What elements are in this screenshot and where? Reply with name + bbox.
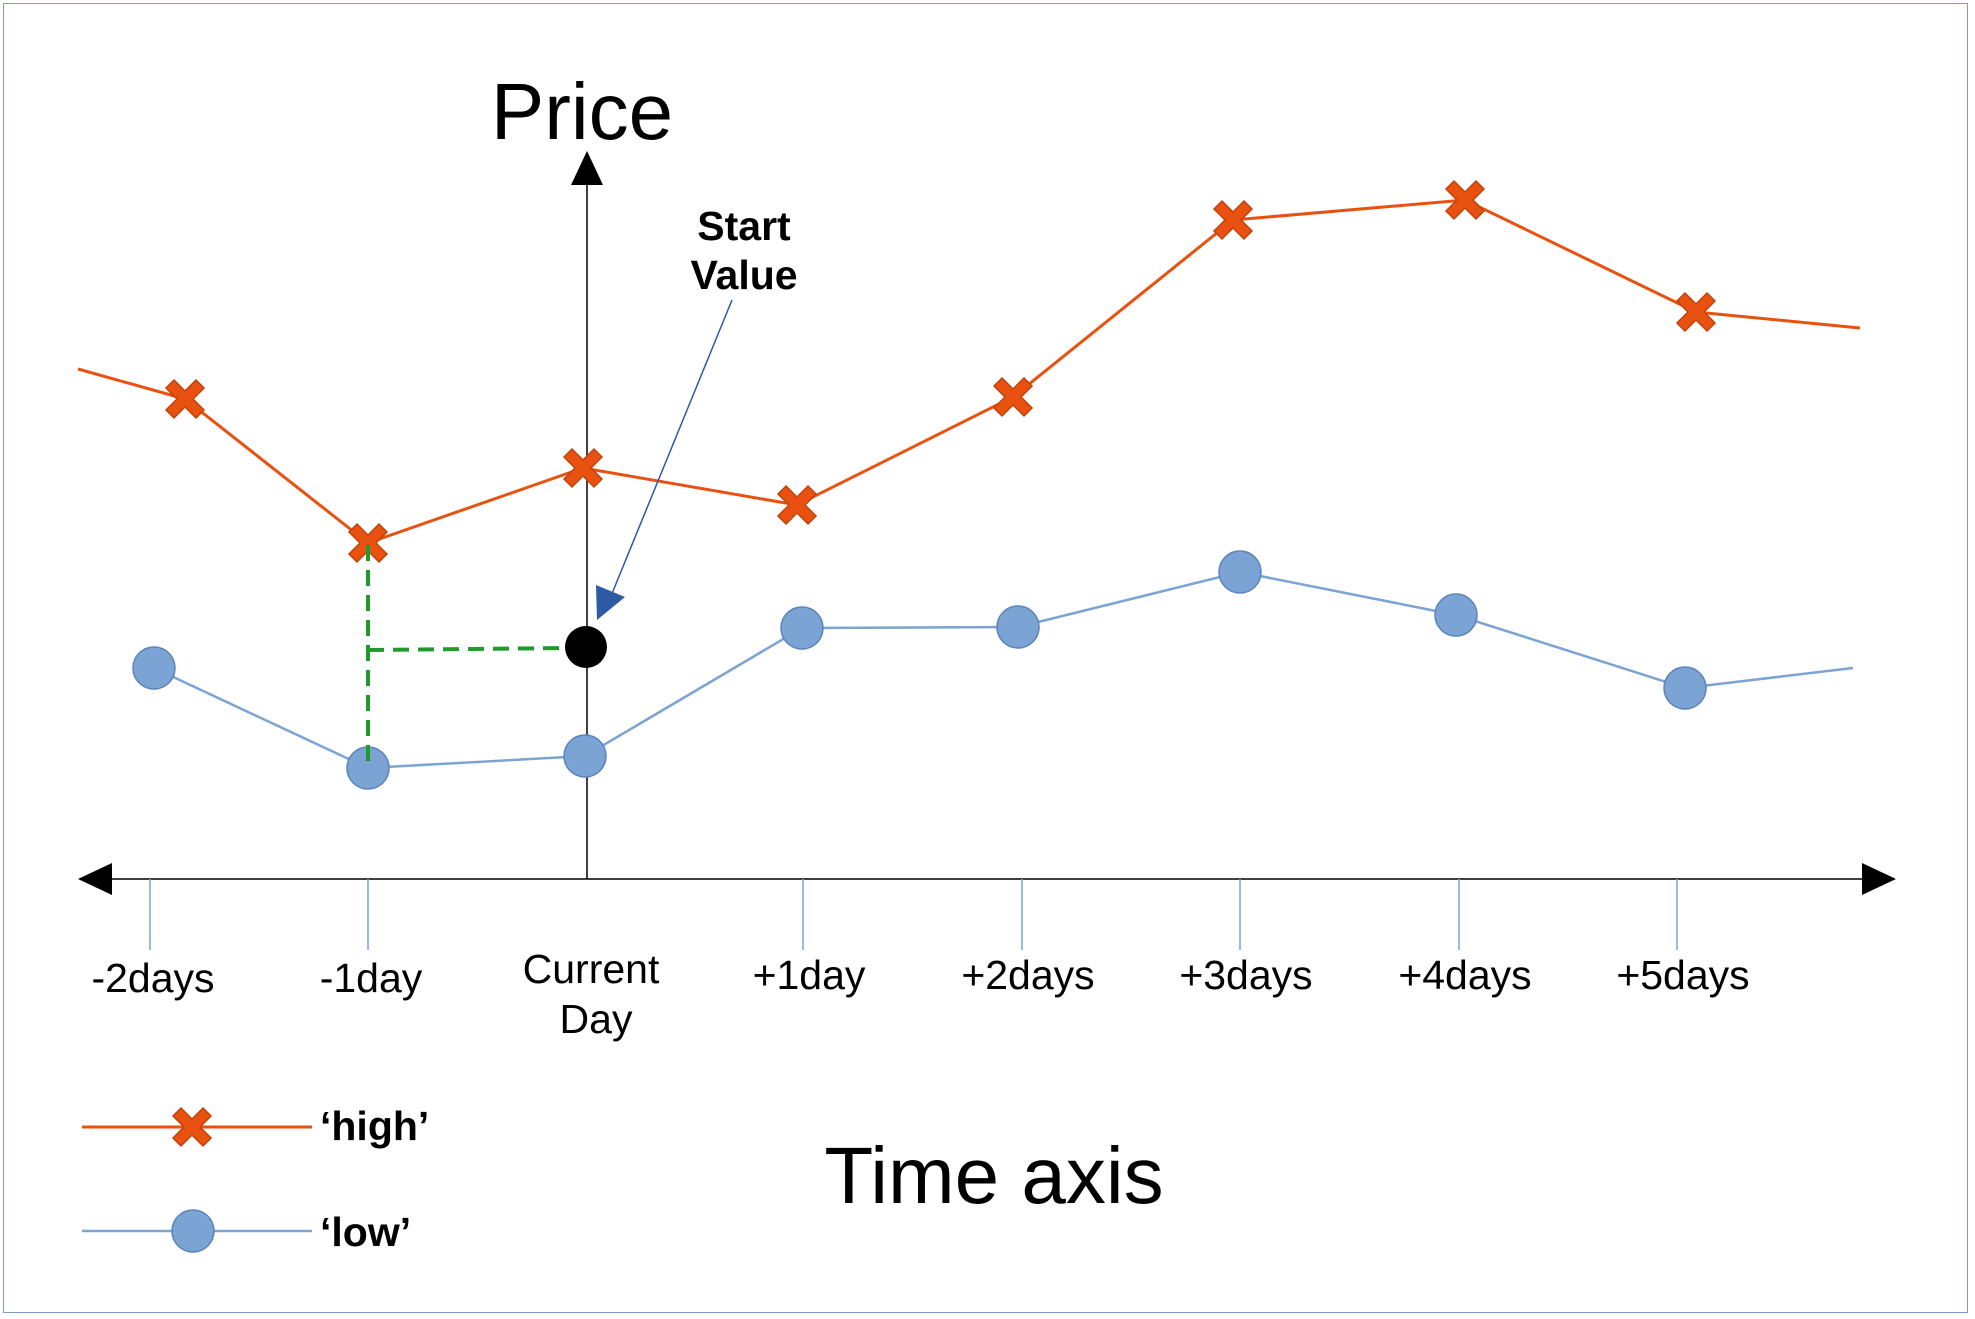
legend-label-low: ‘low’ [320,1209,411,1255]
x-axis-left-arrow [78,863,112,895]
legend-label-high: ‘high’ [320,1103,429,1149]
tick-label: -1day [320,955,423,1001]
low-marker [1663,666,1707,710]
low-marker [1218,550,1262,594]
legend-circle-marker-icon [171,1209,215,1253]
start-value-callout [596,299,733,620]
low-marker [780,606,824,650]
tick-label-current-day: Current Day [523,946,660,1042]
legend-item-high: ‘high’ [82,1103,429,1149]
start-value-point [565,626,607,668]
x-axis-title: Time axis [824,1131,1163,1220]
start-value-annotation-line2: Value [690,252,797,298]
low-line [153,570,1854,770]
y-axis-title: Price [491,67,673,156]
high-marker [777,485,817,525]
y-axis-arrow [571,151,603,185]
low-marker [563,734,607,778]
start-value-projection [366,545,568,768]
tick-label: +2days [961,952,1094,998]
x-axis-right-arrow [1862,863,1896,895]
low-marker [996,605,1040,649]
legend: ‘high’ ‘low’ [82,1103,429,1255]
callout-arrowhead [596,585,625,620]
tick-label: +4days [1398,952,1531,998]
high-series [77,180,1861,563]
high-line [77,198,1861,545]
x-axis [78,863,1896,895]
low-marker [1434,593,1478,637]
low-marker [132,646,176,690]
high-marker [563,448,603,488]
x-ticks [149,879,1678,950]
tick-label: +5days [1616,952,1749,998]
tick-label: +3days [1179,952,1312,998]
high-marker [165,379,205,419]
tick-label: -2days [91,955,214,1001]
legend-item-low: ‘low’ [82,1209,411,1255]
diagram-frame [3,3,1968,1313]
high-marker [993,377,1033,417]
start-value-annotation-line1: Start [697,203,791,249]
tick-labels: -2days -1day Current Day +1day +2days +3d… [91,946,1749,1042]
tick-label: +1day [753,952,866,998]
low-series [132,550,1854,790]
